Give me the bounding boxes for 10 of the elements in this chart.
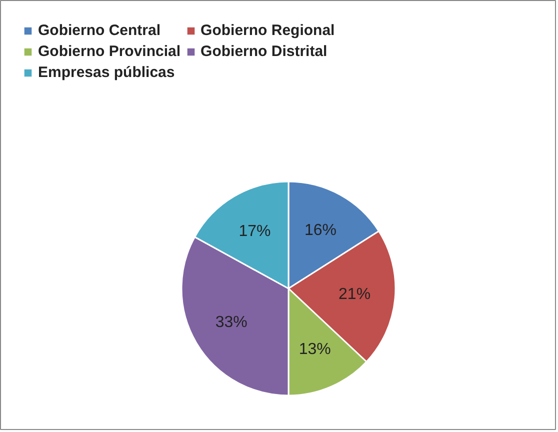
data-label: 21% [338, 286, 371, 304]
legend-label: Gobierno Central [38, 22, 161, 39]
legend-label: Gobierno Regional [200, 22, 335, 39]
data-label: 16% [304, 222, 336, 239]
legend-label: Empresas públicas [38, 64, 175, 81]
legend-label: Gobierno Distrital [200, 43, 328, 60]
data-label: 13% [298, 340, 331, 358]
data-label: 33% [215, 314, 248, 331]
legend-label: Gobierno Provincial [38, 43, 181, 60]
data-label: 17% [238, 222, 271, 240]
